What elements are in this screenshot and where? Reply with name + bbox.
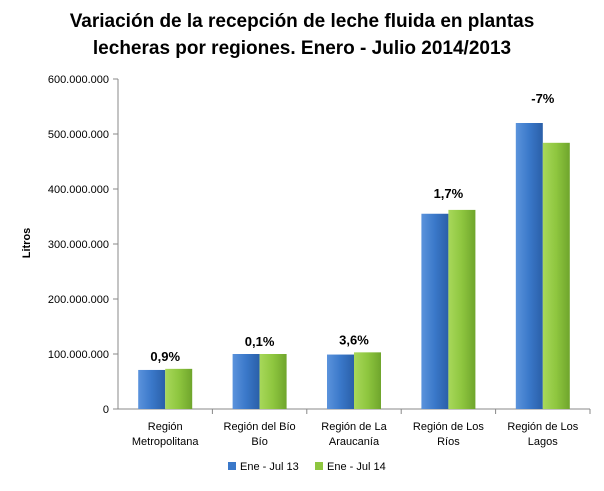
x-tick-label: Lagos: [528, 436, 558, 448]
data-label: 0,1%: [245, 334, 275, 349]
bar: [138, 369, 166, 409]
legend-label: Ene - Jul 13: [240, 461, 299, 473]
bar: [327, 354, 354, 409]
chart-title-line-1: Variación de la recepción de leche fluid…: [69, 11, 535, 32]
data-label: -7%: [531, 91, 555, 106]
x-tick-label: Araucanía: [329, 436, 380, 448]
y-tick-label: 300.000.000: [48, 239, 109, 251]
data-label: 3,6%: [339, 332, 369, 347]
bar: [448, 209, 476, 409]
legend-swatch: [315, 462, 323, 470]
bar: [542, 142, 570, 410]
data-label: 0,9%: [150, 349, 180, 364]
bar: [421, 213, 449, 409]
x-tick-label: Región de Los: [507, 421, 578, 433]
bar: [515, 123, 543, 409]
bar: [232, 354, 260, 409]
bar: [165, 368, 193, 409]
y-tick-label: 400.000.000: [48, 184, 109, 196]
x-tick-label: Región del Bío: [224, 421, 296, 433]
legend-swatch: [228, 462, 236, 470]
bar: [354, 352, 381, 409]
x-tick-label: Bío: [251, 436, 268, 448]
x-tick-label: Región de Los: [413, 421, 484, 433]
y-tick-label: 200.000.000: [48, 294, 109, 306]
y-axis-label: Litros: [21, 228, 33, 259]
data-label: 1,7%: [434, 186, 464, 201]
y-tick-label: 500.000.000: [48, 129, 109, 141]
chart-title: Variación de la recepción de leche fluid…: [0, 8, 604, 62]
x-tick-label: Ríos: [437, 436, 460, 448]
y-tick-label: 0: [103, 404, 109, 416]
legend: Ene - Jul 13 Ene - Jul 14: [228, 461, 386, 473]
plot-area: 0 100.000.000 200.000.000 300.000.000 400.00…: [48, 74, 591, 448]
y-tick-label: 100.000.000: [48, 349, 109, 361]
legend-label: Ene - Jul 14: [327, 461, 386, 473]
x-tick-label: Región de La: [321, 421, 387, 433]
x-tick-label: Metropolitana: [132, 436, 200, 448]
x-tick-label: Región: [148, 421, 183, 433]
chart-title-line-2: lecheras por regiones. Enero - Julio 201…: [92, 38, 512, 59]
bar: [259, 354, 287, 409]
y-tick-label: 600.000.000: [48, 74, 109, 86]
